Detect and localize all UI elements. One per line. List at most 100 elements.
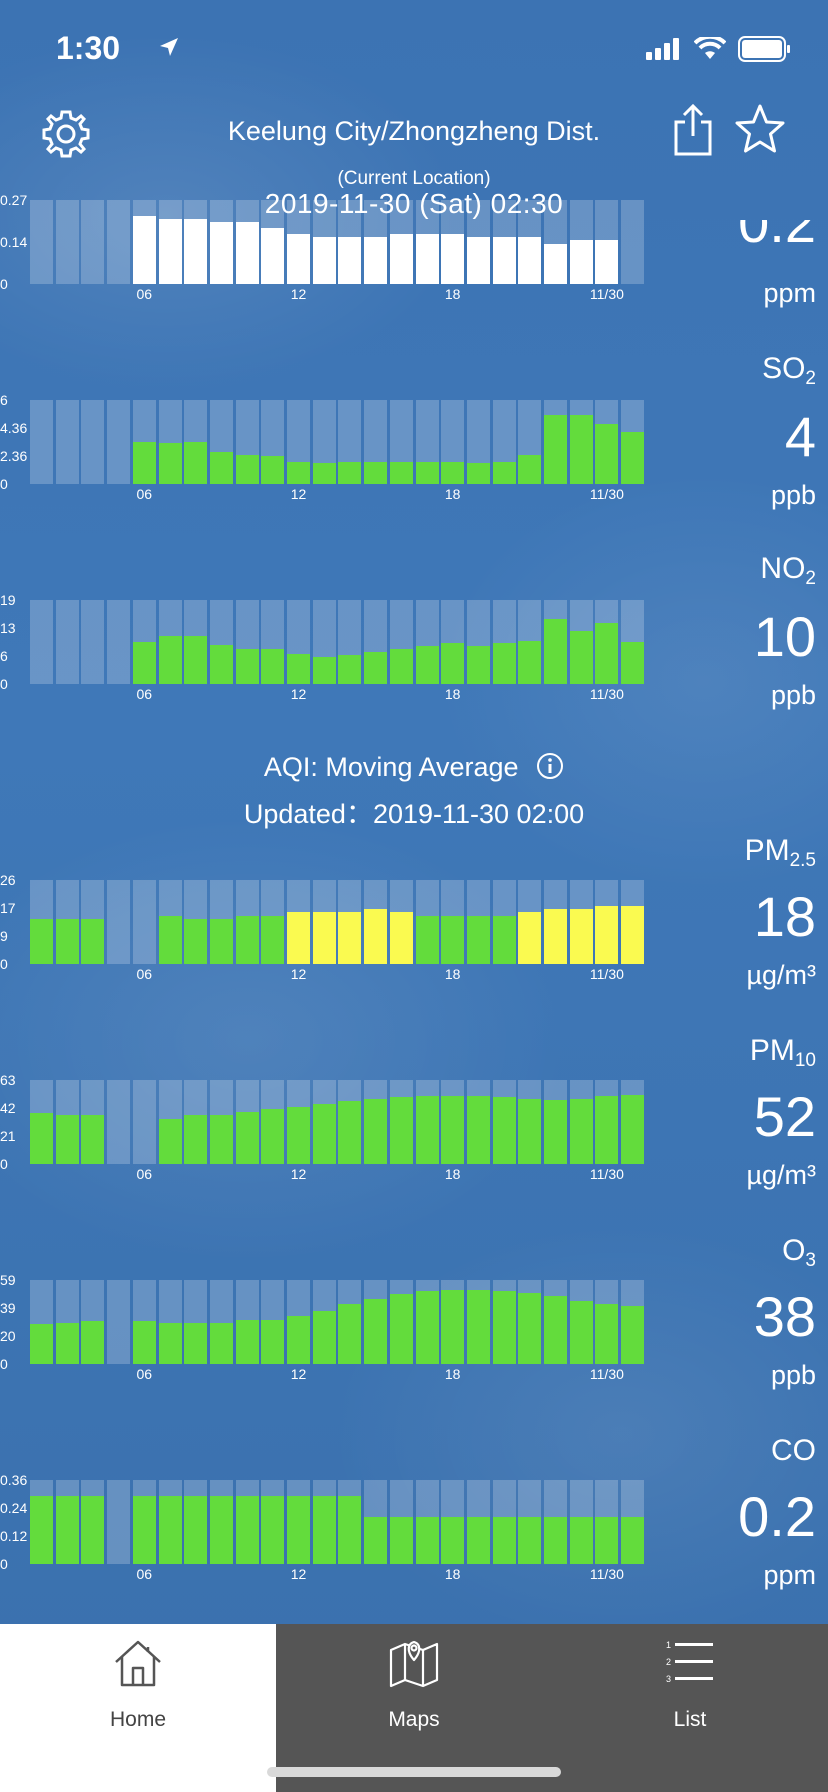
pollutant-unit: ppb: [771, 1360, 816, 1391]
bar: [338, 655, 361, 684]
pollutant-unit: µg/m³: [746, 960, 816, 991]
list-icon: 1 2 3: [665, 1638, 715, 1688]
y-tick-label: 20: [0, 1328, 34, 1344]
y-tick-label: 0: [0, 476, 34, 492]
pollutant-unit: ppm: [763, 278, 816, 309]
bar: [570, 1517, 593, 1564]
bar-slot: [107, 200, 130, 284]
y-tick-label: 6: [0, 648, 34, 664]
x-tick-label: 12: [291, 686, 307, 702]
x-tick-label: 18: [445, 966, 461, 982]
bar: [621, 1306, 644, 1364]
y-tick-label: 0.12: [0, 1528, 34, 1544]
tab-list[interactable]: 1 2 3 List: [552, 1624, 828, 1792]
x-tick-label: 06: [137, 1166, 153, 1182]
bar: [467, 646, 490, 684]
bar: [236, 1320, 259, 1364]
bar: [544, 1517, 567, 1564]
signal-icon: [646, 38, 682, 60]
pollutant-name: CO: [771, 1434, 816, 1468]
bar: [441, 1096, 464, 1164]
bar: [56, 1496, 79, 1564]
pollutant-name: O3: [782, 1234, 816, 1272]
pollutant-value: 0.2: [738, 1484, 816, 1549]
bar: [390, 649, 413, 684]
tab-home[interactable]: Home: [0, 1624, 276, 1792]
bar: [441, 916, 464, 964]
bar: [287, 1107, 310, 1164]
bar: [210, 222, 233, 284]
bar: [210, 919, 233, 964]
bar-slot: [621, 200, 644, 284]
bar: [184, 219, 207, 284]
bar: [210, 645, 233, 684]
bar: [493, 916, 516, 964]
y-tick-label: 0: [0, 676, 34, 692]
x-tick-label: 11/30: [590, 1366, 624, 1382]
x-tick-label: 06: [137, 486, 153, 502]
y-tick-label: 2.36: [0, 448, 34, 464]
bar: [81, 919, 104, 964]
bar-slot: [107, 1080, 130, 1164]
bar: [364, 652, 387, 684]
x-tick-label: 12: [291, 1366, 307, 1382]
x-tick-label: 12: [291, 1166, 307, 1182]
pollutant-value: 38: [754, 1284, 816, 1349]
bar-slot: [133, 1080, 156, 1164]
share-icon[interactable]: [670, 102, 716, 158]
bar: [338, 1304, 361, 1364]
bar-slot: [107, 600, 130, 684]
x-tick-label: 11/30: [590, 1566, 624, 1582]
y-tick-label: 0: [0, 956, 34, 972]
x-tick-label: 11/30: [590, 966, 624, 982]
bar: [338, 237, 361, 284]
bar: [184, 1115, 207, 1164]
y-tick-label: 39: [0, 1300, 34, 1316]
info-icon[interactable]: [536, 752, 564, 780]
bar: [595, 1304, 618, 1364]
x-tick-label: 18: [445, 686, 461, 702]
bar: [595, 1517, 618, 1564]
bar-slot: [56, 200, 79, 284]
bar: [184, 919, 207, 964]
settings-gear-icon[interactable]: [40, 108, 92, 160]
bar: [56, 919, 79, 964]
bar: [467, 463, 490, 484]
bar-slot: [107, 1480, 130, 1564]
bar: [416, 1291, 439, 1364]
y-tick-label: 19: [0, 592, 34, 608]
bar: [364, 1299, 387, 1364]
bar-slot: [30, 600, 53, 684]
bar-chart: [30, 1480, 650, 1564]
aqi-title[interactable]: AQI: Moving Average: [0, 752, 828, 783]
x-tick-label: 12: [291, 1566, 307, 1582]
bar: [621, 432, 644, 484]
bar: [184, 442, 207, 484]
x-tick-label: 12: [291, 966, 307, 982]
wifi-icon: [694, 37, 726, 61]
x-tick-label: 11/30: [590, 1166, 624, 1182]
bar: [493, 237, 516, 284]
location-arrow-icon: [158, 36, 180, 58]
favorite-star-icon[interactable]: [732, 102, 788, 158]
bar: [518, 912, 541, 964]
x-tick-label: 06: [137, 966, 153, 982]
bar-chart: [30, 400, 650, 484]
current-location-label: (Current Location): [150, 168, 678, 190]
bar: [390, 234, 413, 284]
bar: [159, 916, 182, 964]
bar: [313, 912, 336, 964]
bar: [416, 1096, 439, 1164]
status-icons: [646, 36, 792, 62]
bar: [338, 1496, 361, 1564]
bar: [313, 1496, 336, 1564]
bar: [338, 912, 361, 964]
y-tick-label: 0: [0, 1556, 34, 1572]
bar: [261, 228, 284, 284]
bar: [287, 1496, 310, 1564]
bar: [159, 1323, 182, 1364]
battery-icon: [738, 36, 792, 62]
pollutant-unit: ppb: [771, 680, 816, 711]
x-tick-label: 06: [137, 1366, 153, 1382]
x-tick-label: 06: [137, 1566, 153, 1582]
